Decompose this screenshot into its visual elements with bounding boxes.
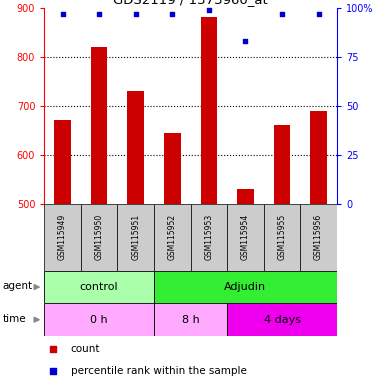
Bar xyxy=(310,111,327,204)
Bar xyxy=(264,204,300,271)
Bar xyxy=(164,132,181,204)
Point xyxy=(243,38,249,44)
Bar xyxy=(154,271,337,303)
Bar xyxy=(191,204,227,271)
Bar xyxy=(201,17,217,204)
Bar xyxy=(127,91,144,204)
Point xyxy=(206,7,212,13)
Bar xyxy=(81,204,117,271)
Bar xyxy=(300,204,337,271)
Text: percentile rank within the sample: percentile rank within the sample xyxy=(70,366,246,376)
Text: GSM115952: GSM115952 xyxy=(168,214,177,260)
Bar xyxy=(54,120,71,204)
Bar xyxy=(44,271,154,303)
Text: GSM115951: GSM115951 xyxy=(131,214,140,260)
Point xyxy=(279,10,285,17)
Point xyxy=(96,10,102,17)
Text: agent: agent xyxy=(2,281,32,291)
Text: GSM115950: GSM115950 xyxy=(95,214,104,260)
Point xyxy=(132,10,139,17)
Text: GSM115955: GSM115955 xyxy=(278,214,286,260)
Bar xyxy=(274,125,290,204)
Point xyxy=(169,10,176,17)
Text: GSM115956: GSM115956 xyxy=(314,214,323,260)
Bar xyxy=(117,204,154,271)
Text: time: time xyxy=(2,314,26,324)
Bar xyxy=(91,47,107,204)
Text: 0 h: 0 h xyxy=(90,314,108,325)
Bar xyxy=(227,204,264,271)
Text: GSM115954: GSM115954 xyxy=(241,214,250,260)
Text: control: control xyxy=(80,282,119,292)
Bar xyxy=(154,303,227,336)
Point xyxy=(59,10,65,17)
Text: count: count xyxy=(70,344,100,354)
Bar xyxy=(44,303,154,336)
Text: GSM115949: GSM115949 xyxy=(58,214,67,260)
Bar xyxy=(227,303,337,336)
Bar xyxy=(237,189,254,204)
Point xyxy=(50,346,56,353)
Bar xyxy=(44,204,81,271)
Text: Adjudin: Adjudin xyxy=(224,282,266,292)
Point xyxy=(50,367,56,374)
Text: GSM115953: GSM115953 xyxy=(204,214,213,260)
Bar xyxy=(154,204,191,271)
Text: 8 h: 8 h xyxy=(182,314,199,325)
Title: GDS2119 / 1373960_at: GDS2119 / 1373960_at xyxy=(113,0,268,7)
Text: 4 days: 4 days xyxy=(263,314,301,325)
Point xyxy=(316,10,322,17)
